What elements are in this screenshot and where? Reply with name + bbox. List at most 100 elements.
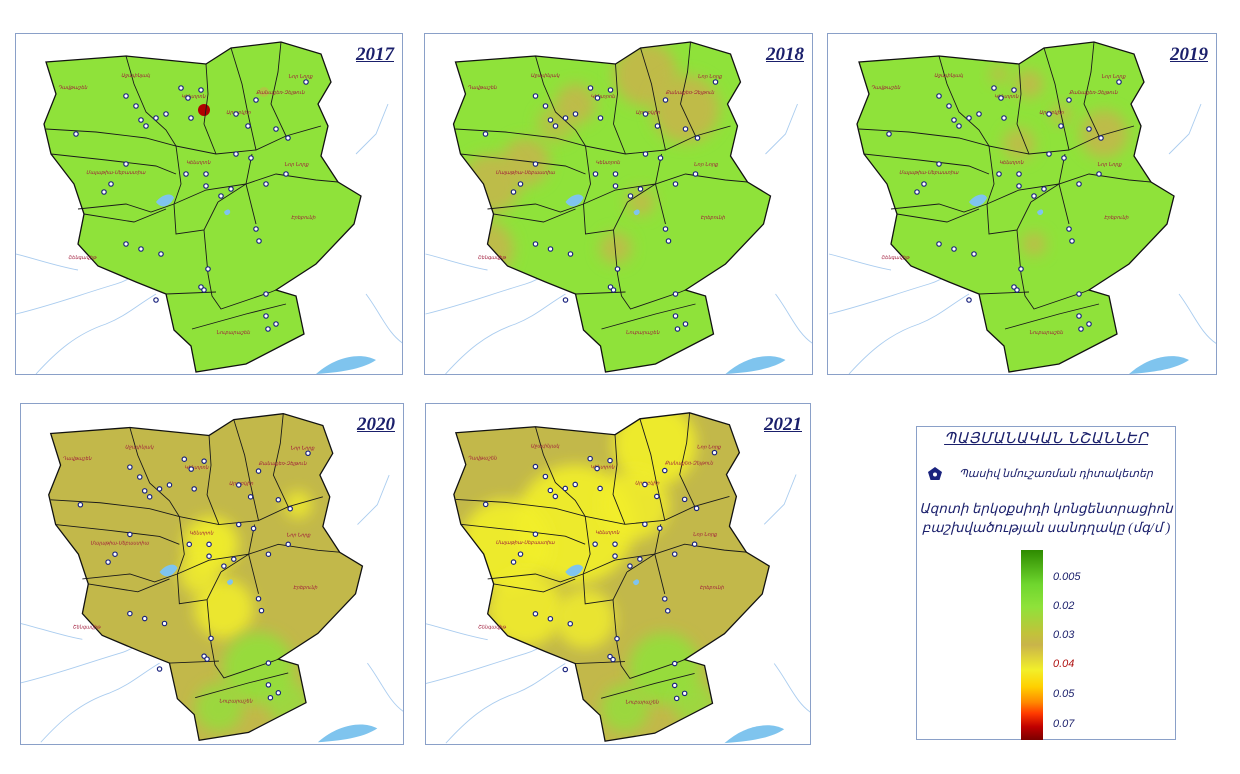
district-labels: Դավթաշեն Աջափնյակ Կենտրոն Արաբկիր Նոր Նորք Մա… xyxy=(58,73,316,336)
svg-text:Դավթաշեն: Դավթաշեն xyxy=(63,456,93,462)
map-panel-2020: Դավթաշեն Աջափնյակ Կենտրոն Արաբկիր Նոր Նորք Մա… xyxy=(20,403,404,745)
svg-text:Կենտրոն: Կենտրոն xyxy=(590,465,615,471)
svg-text:Էրեբունի: Էրեբունի xyxy=(1104,215,1129,221)
svg-text:Դավթաշեն: Դավթաշեն xyxy=(58,85,88,91)
svg-text:Նոր Նորք: Նոր Նորք xyxy=(697,445,722,451)
svg-text:Քանաքեռ-Զեյթուն: Քանաքեռ-Զեյթուն xyxy=(259,461,308,467)
district-labels: Դավթաշեն Աջափնյակ Կենտրոն Արաբկիր Նոր Նորք Մա… xyxy=(871,73,1129,336)
svg-text:Կենտրոն: Կենտրոն xyxy=(591,94,616,100)
district-borders xyxy=(50,413,340,699)
svg-text:Էրեբունի: Էրեբունի xyxy=(291,215,316,221)
svg-text:Նոր Նորք: Նոր Նորք xyxy=(288,74,313,80)
svg-text:Նուբարաշեն: Նուբարաշեն xyxy=(219,699,253,705)
lake-shape xyxy=(969,194,987,207)
svg-text:Քանաքեռ-Զեյթուն: Քանաքեռ-Զեյթուն xyxy=(1069,90,1118,96)
lake-shape xyxy=(565,194,584,207)
district-borders xyxy=(455,41,748,330)
legend-tick: 0.07 xyxy=(1053,718,1075,730)
svg-text:Շենգավիթ: Շենգավիթ xyxy=(478,625,507,631)
legend-tick: 0.005 xyxy=(1053,571,1081,583)
lake-shape xyxy=(1129,356,1189,374)
svg-text:Նուբարաշեն: Նուբարաշեն xyxy=(216,330,251,336)
map-year: 2018 xyxy=(766,44,804,65)
pentagon-station-icon xyxy=(928,467,942,480)
svg-text:Նոր Նորք: Նոր Նորք xyxy=(698,74,723,80)
svg-text:Դավթաշեն: Դավթաշեն xyxy=(468,456,498,462)
svg-text:Քանաքեռ-Զեյթուն: Քանաքեռ-Զեյթուն xyxy=(256,90,305,96)
lake-shape xyxy=(316,356,376,374)
map-year: 2019 xyxy=(1170,44,1208,65)
legend-tick: 0.05 xyxy=(1053,688,1075,700)
concentration-overlay xyxy=(460,412,717,733)
svg-text:Շենգավիթ: Շենգավիթ xyxy=(478,255,508,261)
svg-text:Կենտրոն: Կենտրոն xyxy=(186,160,211,166)
legend-station-label: Պասիվ նմուշառման դիտակետեր xyxy=(959,468,1153,480)
lake-shape xyxy=(725,356,786,374)
svg-text:Կենտրոն: Կենտրոն xyxy=(184,465,209,471)
lake-shape xyxy=(724,725,785,744)
svg-text:Կենտրոն: Կենտրոն xyxy=(999,160,1024,166)
map-panel-2019: Դավթաշեն Աջափնյակ Կենտրոն Արաբկիր Նոր Նորք Մա… xyxy=(827,33,1217,375)
svg-text:Աջափնյակ: Աջափնյակ xyxy=(531,73,561,79)
map-svg: Դավթաշեն Աջափնյակ Կենտրոն Արաբկիր Նոր Նորք Մա… xyxy=(21,413,403,743)
svg-text:Մալաթիա-Սեբաստիա: Մալաթիա-Սեբաստիա xyxy=(899,170,960,176)
map-panel-2021: Դավթաշեն Աջափնյակ Կենտրոն Արաբկիր Նոր Նորք Մա… xyxy=(425,403,811,745)
svg-text:Նոր Նորք: Նոր Նորք xyxy=(286,532,311,538)
map-year: 2017 xyxy=(356,44,394,65)
lake-shape xyxy=(224,209,231,216)
svg-text:Արաբկիր: Արաբկիր xyxy=(1039,110,1064,116)
svg-text:Էրեբունի: Էրեբունի xyxy=(701,215,726,221)
map-year: 2020 xyxy=(357,414,395,435)
svg-text:Կենտրոն: Կենտրոն xyxy=(181,94,206,100)
svg-text:Նոր Նորք: Նոր Նորք xyxy=(290,445,315,451)
legend-tick: 0.02 xyxy=(1053,600,1075,612)
lake-shape xyxy=(565,564,584,577)
legend-tick: 0.04 xyxy=(1053,658,1075,670)
svg-text:Դավթաշեն: Դավթաշեն xyxy=(871,85,901,91)
map-svg: Դավթաշեն Աջափնյակ Կենտրոն Արաբկիր Նոր Նորք Մա… xyxy=(828,41,1216,374)
svg-text:Էրեբունի: Էրեբունի xyxy=(293,585,318,591)
map-panel-2018: Դավթաշեն Աջափնյակ Կենտրոն Արաբկիր Նոր Նորք Մա… xyxy=(424,33,813,375)
svg-text:Աջափնյակ: Աջափնյակ xyxy=(934,73,964,79)
lake-shape xyxy=(226,579,233,586)
concentration-overlay xyxy=(198,87,269,116)
station-markers xyxy=(482,449,718,702)
map-svg: Դավթաշեն Աջափնյակ Կենտրոն Արաբկիր Նոր Նորք Մա… xyxy=(16,41,402,374)
lake-shape xyxy=(317,724,378,743)
svg-text:Քանաքեռ-Զեյթուն: Քանաքեռ-Զեյթուն xyxy=(665,461,714,467)
map-year: 2021 xyxy=(764,414,802,435)
district-borders xyxy=(858,41,1152,330)
district-labels: Դավթաշեն Աջափնյակ Կենտրոն Արաբկիր Նոր Նորք Մա… xyxy=(468,73,726,336)
svg-text:Նոր Նորք: Նոր Նորք xyxy=(694,162,719,168)
svg-text:Աջափնյակ: Աջափնյակ xyxy=(125,444,154,450)
svg-text:Շենգավիթ: Շենգավիթ xyxy=(72,624,100,630)
color-ramp xyxy=(1021,550,1043,740)
lake-shape xyxy=(159,564,178,577)
map-svg: Դավթաշեն Աջափնյակ Կենտրոն Արաբկիր Նոր Նորք Մա… xyxy=(426,412,810,744)
legend: ՊԱՅՄԱՆԱԿԱՆ ՆՇԱՆՆԵՐ Պասիվ նմուշառման դիտա… xyxy=(916,426,1176,740)
map-svg: Դավթաշեն Աջափնյակ Կենտրոն Արաբկիր Նոր Նորք Մա… xyxy=(425,41,812,374)
legend-heading: Ազոտի երկօքսիդի կոնցենտրացիոն բաշխվածութ… xyxy=(917,499,1175,537)
svg-text:Արաբկիր: Արաբկիր xyxy=(636,110,661,116)
svg-text:Աջափնյակ: Աջափնյակ xyxy=(530,444,560,450)
svg-text:Էրեբունի: Էրեբունի xyxy=(700,585,725,591)
lake-shape xyxy=(632,579,640,586)
district-labels: Դավթաշեն Աջափնյակ Կենտրոն Արաբկիր Նոր Նորք Մա… xyxy=(468,444,725,706)
station-markers xyxy=(886,79,1122,332)
svg-text:Շենգավիթ: Շենգավիթ xyxy=(881,255,911,261)
legend-heading-line1: Ազոտի երկօքսիդի կոնցենտրացիոն xyxy=(919,501,1173,516)
svg-text:Նոր Նորք: Նոր Նորք xyxy=(1097,162,1122,168)
legend-tick: 0.03 xyxy=(1053,629,1075,641)
lake-shape xyxy=(1037,209,1044,216)
svg-text:Արաբկիր: Արաբկիր xyxy=(229,481,254,487)
station-markers xyxy=(77,450,311,701)
svg-text:Մալաթիա-Սեբաստիա: Մալաթիա-Սեբաստիա xyxy=(86,170,147,176)
svg-text:Կենտրոն: Կենտրոն xyxy=(596,160,621,166)
svg-text:Նուբարաշեն: Նուբարաշեն xyxy=(1029,330,1064,336)
svg-text:Նոր Նորք: Նոր Նորք xyxy=(1101,74,1126,80)
lake-shape xyxy=(633,209,640,216)
svg-text:Կենտրոն: Կենտրոն xyxy=(189,530,214,536)
city-area xyxy=(44,42,361,372)
svg-text:Աջափնյակ: Աջափնյակ xyxy=(121,73,151,79)
district-labels: Դավթաշեն Աջափնյակ Կենտրոն Արաբկիր Նոր Նորք Մա… xyxy=(63,444,319,704)
